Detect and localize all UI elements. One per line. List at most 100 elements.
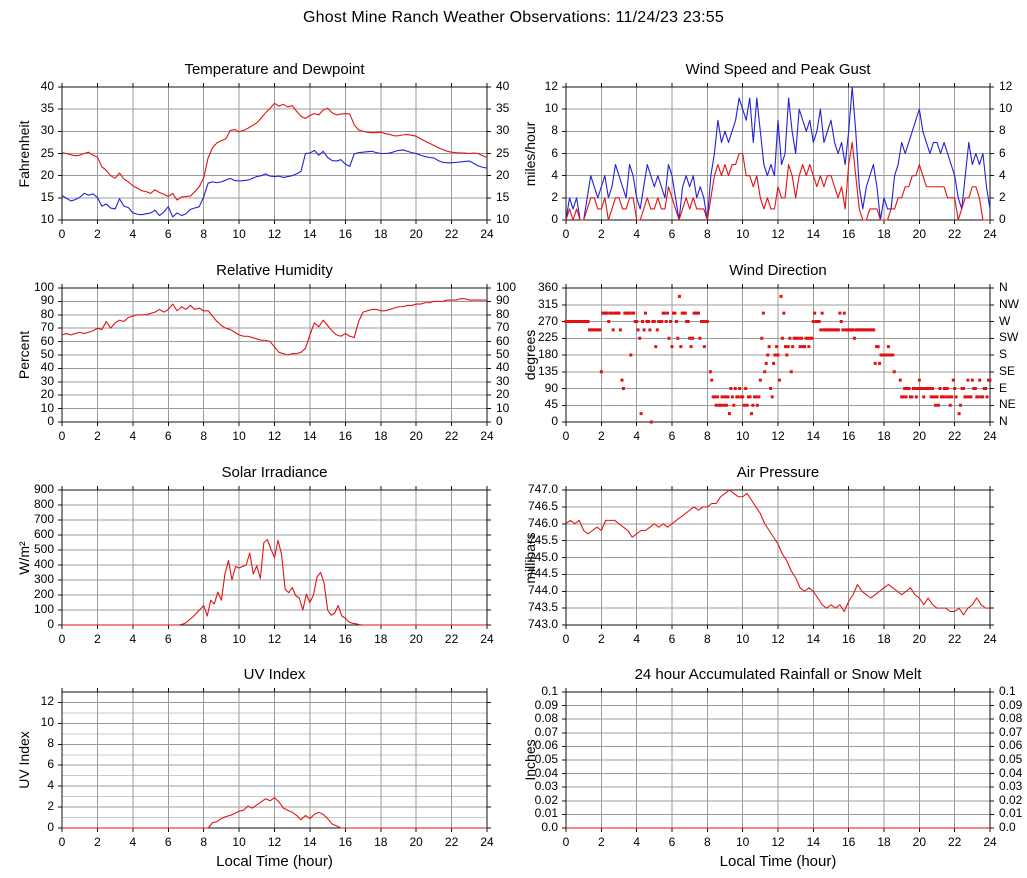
y-tick-label: 25 <box>40 145 54 160</box>
y-tick-label-right: 10 <box>496 400 510 415</box>
x-tick-label: 18 <box>374 429 388 443</box>
y-tick-label-right: 40 <box>496 79 510 93</box>
x-tick-label: 12 <box>267 835 282 849</box>
y-tick-label-right: 60 <box>496 333 510 348</box>
x-tick-label: 16 <box>338 835 352 849</box>
y-tick-label-right: 0.08 <box>999 711 1023 726</box>
y-tick-label-right: E <box>999 380 1008 395</box>
y-tick-label-right: NE <box>999 397 1016 412</box>
y-tick-label: 80 <box>40 306 54 321</box>
x-tick-label: 16 <box>841 835 856 849</box>
y-tick-label: 744.0 <box>527 583 558 598</box>
y-tick-label: 8 <box>551 123 558 138</box>
x-tick-label: 2 <box>94 632 101 646</box>
x-tick-label: 24 <box>983 632 997 646</box>
y-tick-label: 0 <box>47 617 54 631</box>
y-tick-label: 743.5 <box>527 600 558 615</box>
y-tick-label: 600 <box>33 527 54 541</box>
x-tick-label: 4 <box>129 632 137 646</box>
x-tick-label: 0 <box>58 227 66 241</box>
y-tick-label: 180 <box>537 347 558 361</box>
y-tick-label-right: 0.01 <box>999 806 1023 821</box>
x-tick-label: 8 <box>703 227 711 241</box>
chart-title-uv-index: UV Index <box>243 666 306 683</box>
x-tick-label: 6 <box>164 429 172 443</box>
x-tick-label: 0 <box>562 632 570 646</box>
chart-title-solar-irradiance: Solar Irradiance <box>221 464 328 481</box>
y-tick-label-right: 20 <box>496 387 510 402</box>
y-tick-label-right: 8 <box>999 123 1006 138</box>
y-tick-label: 746.0 <box>527 515 558 530</box>
x-tick-label: 6 <box>668 227 676 241</box>
x-tick-label: 12 <box>771 429 785 443</box>
x-tick-label: 22 <box>444 632 459 646</box>
x-tick-label: 16 <box>338 429 352 443</box>
y-tick-label: 0.08 <box>534 711 558 726</box>
y-tick-label: 6 <box>551 145 558 160</box>
x-tick-label: 14 <box>303 835 317 849</box>
y-tick-label-right: 0.06 <box>999 738 1023 753</box>
x-tick-label: 24 <box>983 429 997 443</box>
series-solar <box>62 538 487 626</box>
x-tick-label: 12 <box>771 227 785 241</box>
x-tick-label: 4 <box>633 632 640 646</box>
x-tick-label: 20 <box>409 429 423 443</box>
plot-area-relative-humidity <box>58 284 491 426</box>
x-tick-label: 10 <box>735 835 750 849</box>
y-tick-label-right: 6 <box>999 145 1006 160</box>
x-tick-label: 2 <box>94 227 101 241</box>
x-tick-label: 14 <box>303 632 317 646</box>
x-tick-label: 10 <box>735 632 750 646</box>
y-tick-label: 270 <box>537 313 558 328</box>
y-tick-label: 700 <box>33 512 54 526</box>
x-tick-label: 18 <box>877 429 891 443</box>
y-tick-label: 20 <box>40 387 54 402</box>
y-tick-label: 0 <box>551 212 558 226</box>
x-tick-label: 0 <box>58 429 66 443</box>
y-tick-label: 50 <box>40 347 54 361</box>
y-tick-label: 0.06 <box>534 738 558 753</box>
y-tick-label-right: 0.05 <box>999 752 1023 766</box>
x-tick-label: 18 <box>374 632 388 646</box>
y-tick-label-right: 0.07 <box>999 724 1023 739</box>
x-tick-label: 6 <box>164 835 172 849</box>
x-tick-label: 24 <box>983 227 997 241</box>
y-tick-label-right: 0.02 <box>999 792 1023 807</box>
y-tick-label: 0 <box>47 820 54 834</box>
x-tick-label: 4 <box>633 835 640 849</box>
plot-area-solar-irradiance <box>58 486 491 629</box>
y-tick-label-right: SW <box>999 330 1019 345</box>
y-tick-label: 745.5 <box>527 532 558 547</box>
x-tick-label: 8 <box>200 429 207 443</box>
x-tick-label: 6 <box>164 632 172 646</box>
x-tick-label: 12 <box>267 632 282 646</box>
y-tick-label: 12 <box>544 79 558 93</box>
x-tick-label: 4 <box>129 227 137 241</box>
y-tick-label-right: 40 <box>496 360 510 375</box>
x-tick-label: 24 <box>480 227 494 241</box>
y-tick-label: 745.0 <box>527 549 558 564</box>
y-tick-label: 45 <box>544 397 558 412</box>
plot-area-wind-direction <box>562 284 994 426</box>
y-tick-label-right: N <box>999 414 1008 428</box>
y-tick-label: 20 <box>40 167 54 182</box>
x-tick-label: 22 <box>947 429 962 443</box>
y-tick-label: 0.05 <box>534 752 558 766</box>
y-tick-label: 4 <box>551 167 558 182</box>
x-tick-label: 20 <box>409 835 423 849</box>
y-tick-label: 30 <box>40 373 54 388</box>
y-tick-label: 60 <box>40 333 54 348</box>
x-tick-label: 2 <box>597 227 605 241</box>
x-tick-label: 8 <box>200 632 207 646</box>
y-tick-label-right: S <box>999 347 1008 361</box>
series-pressure <box>565 489 990 616</box>
y-tick-label: 12 <box>40 694 54 709</box>
y-tick-label-right: N <box>999 280 1008 294</box>
y-tick-label: 70 <box>40 320 54 335</box>
x-tick-label: 20 <box>912 429 926 443</box>
x-tick-label: 24 <box>480 835 494 849</box>
series-humidity <box>61 298 487 356</box>
x-axis-label: Local Time (hour) <box>719 853 837 870</box>
x-tick-label: 4 <box>129 835 137 849</box>
x-tick-label: 12 <box>267 227 282 241</box>
